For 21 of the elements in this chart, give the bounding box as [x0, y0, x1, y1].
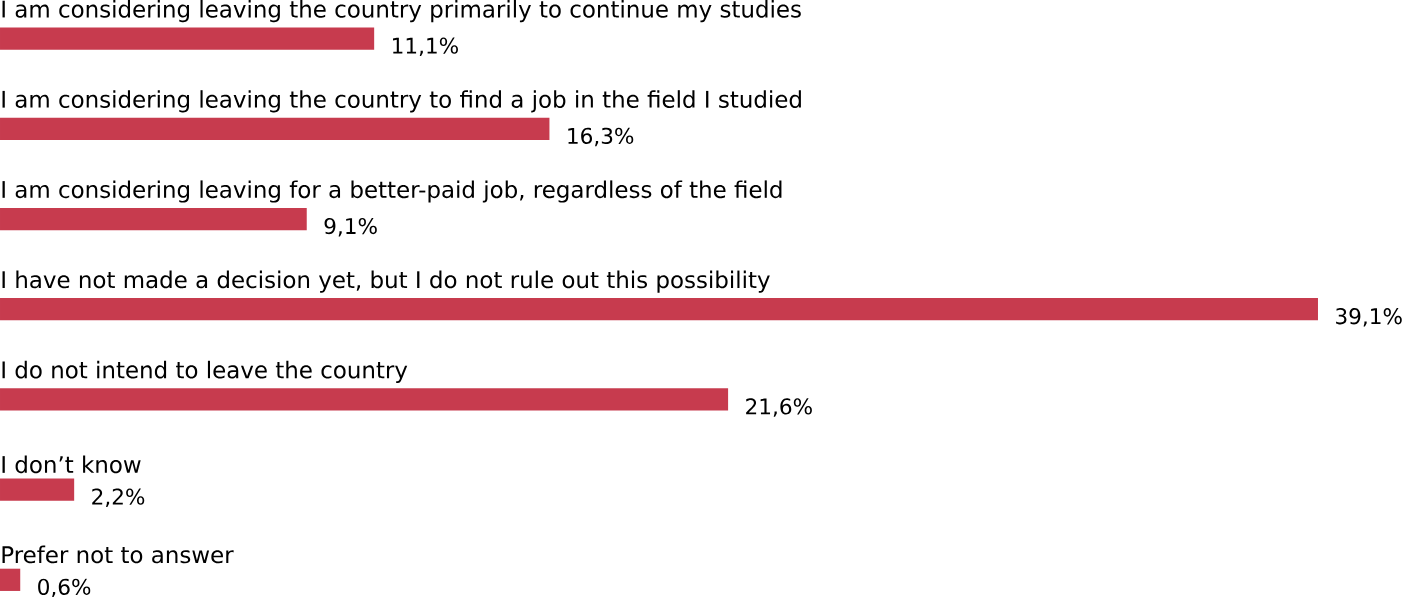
data-label: 16,3%	[568, 127, 634, 147]
data-label: 39,1%	[1336, 307, 1402, 327]
bar	[0, 568, 21, 591]
bar	[0, 117, 550, 140]
bar	[0, 27, 375, 50]
data-label: 11,1%	[392, 37, 458, 56]
y-tick-label: Prefer not to answer	[2, 545, 234, 564]
y-tick-label: I am considering leaving the country primarily to continue my studies	[2, 0, 801, 23]
bar	[0, 478, 75, 501]
y-tick-label: I don’t know	[2, 455, 141, 474]
data-label: 2,2%	[92, 488, 145, 507]
data-label: 0,6%	[38, 578, 91, 597]
y-tick-label: I do not intend to leave the country	[2, 360, 408, 383]
bar	[0, 298, 1318, 321]
y-tick-label: I am considering leaving for a better-paid job, regardless of the field	[2, 180, 782, 203]
bar	[0, 388, 729, 411]
data-label: 9,1%	[324, 217, 377, 237]
y-tick-label: I have not made a decision yet, but I do not rule out this possibility	[2, 270, 770, 293]
y-tick-label: I am considering leaving the country to find a job in the field I studied	[2, 90, 801, 113]
bar	[0, 207, 307, 231]
data-label: 21,6%	[746, 398, 812, 417]
